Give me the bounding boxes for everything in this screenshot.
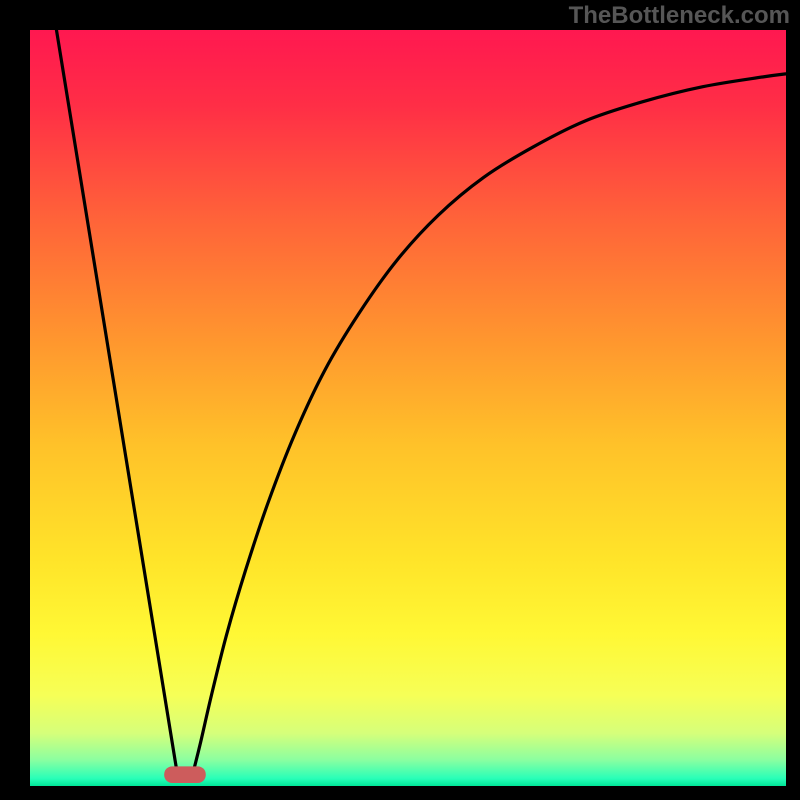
chart-container: TheBottleneck.com bbox=[0, 0, 800, 800]
gradient-background bbox=[30, 30, 786, 786]
watermark-text: TheBottleneck.com bbox=[569, 2, 790, 30]
bottleneck-marker bbox=[164, 766, 206, 783]
plot-area bbox=[30, 30, 786, 786]
